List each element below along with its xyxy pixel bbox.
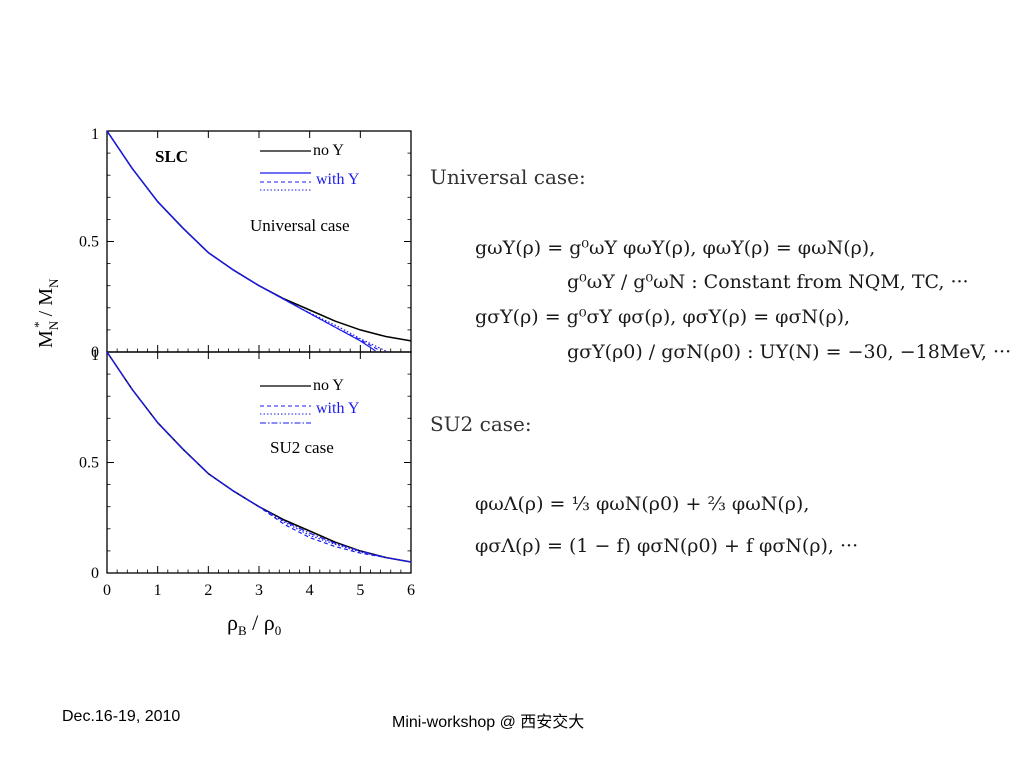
y-tick-label: 1 [91,347,99,364]
universal-eq-1: gωY(ρ) = g⁰ωY φωY(ρ), φωY(ρ) = φωN(ρ), [475,237,875,259]
upper-legend-with-y: with Y [316,171,360,188]
lower-legend-with-y: with Y [316,400,360,417]
universal-notes: Universal case: gωY(ρ) = g⁰ωY φωY(ρ), φω… [430,165,1011,363]
lower-legend-no-y: no Y [313,377,344,394]
lower-chart-panel: SU2 case no Y with Y 0 1 2 3 4 5 600.51 [79,347,415,599]
universal-eq-4: gσY(ρ0) / gσN(ρ0) : UY(N) = −30, −18MeV,… [567,341,1011,363]
y-tick-label: 0 [91,565,99,582]
series-line-solid-no-y [106,351,412,563]
y-axis-label: MN* / MN [31,278,61,348]
x-tick-label: 3 [255,582,263,599]
su2-heading: SU2 case: [430,412,532,436]
series-line-dotted-with-y [106,130,386,352]
y-tick-label: 1 [91,126,99,143]
x-tick-label: 4 [306,582,314,599]
y-tick-label: 0 [91,344,99,361]
su2-notes: SU2 case: φωΛ(ρ) = ⅓ φωN(ρ0) + ⅔ φωN(ρ),… [430,412,858,557]
x-tick-label: 1 [154,582,162,599]
x-tick-label: 0 [103,582,111,599]
upper-annotation: Universal case [250,216,350,235]
upper-legend-no-y: no Y [313,142,344,159]
lower-plot-frame [106,351,412,574]
universal-eq-2: g⁰ωY / g⁰ωN : Constant from NQM, TC, ··· [567,271,969,293]
x-tick-label: 6 [407,582,415,599]
lower-annotation: SU2 case [270,438,334,457]
series-line-dashed-with-y [106,130,381,352]
upper-legend: no Y with Y [260,142,360,191]
y-tick-label: 0.5 [79,455,99,472]
x-axis-label: ρB / ρ0 [227,610,281,638]
footer-event: Mini-workshop @ 西安交大 [392,714,585,731]
su2-eq-1: φωΛ(ρ) = ⅓ φωN(ρ0) + ⅔ φωN(ρ), [475,493,809,515]
series-line-dotted-with-y [106,351,412,563]
upper-chart-panel: SLC Universal case no Y with Y 0 0.5 1 [79,126,412,361]
universal-eq-3: gσY(ρ) = g⁰σY φσ(ρ), φσY(ρ) = φσN(ρ), [475,306,850,328]
series-line-dashed-with-y [106,351,412,563]
su2-eq-2: φσΛ(ρ) = (1 − f) φσN(ρ0) + f φσN(ρ), ··· [475,535,858,557]
series-line-solid-no-y [106,130,412,342]
y-tick-label: 0.5 [79,234,99,251]
lower-legend: no Y with Y [260,377,360,424]
x-tick-label: 5 [356,582,364,599]
upper-panel-label: SLC [155,147,188,166]
series-line-dashdot-with-y [106,351,412,563]
x-tick-label: 2 [204,582,212,599]
footer-date: Dec.16-19, 2010 [62,708,181,725]
upper-plot-frame [106,130,412,353]
universal-heading: Universal case: [430,165,586,189]
series-line-solid-with-y [106,130,376,352]
